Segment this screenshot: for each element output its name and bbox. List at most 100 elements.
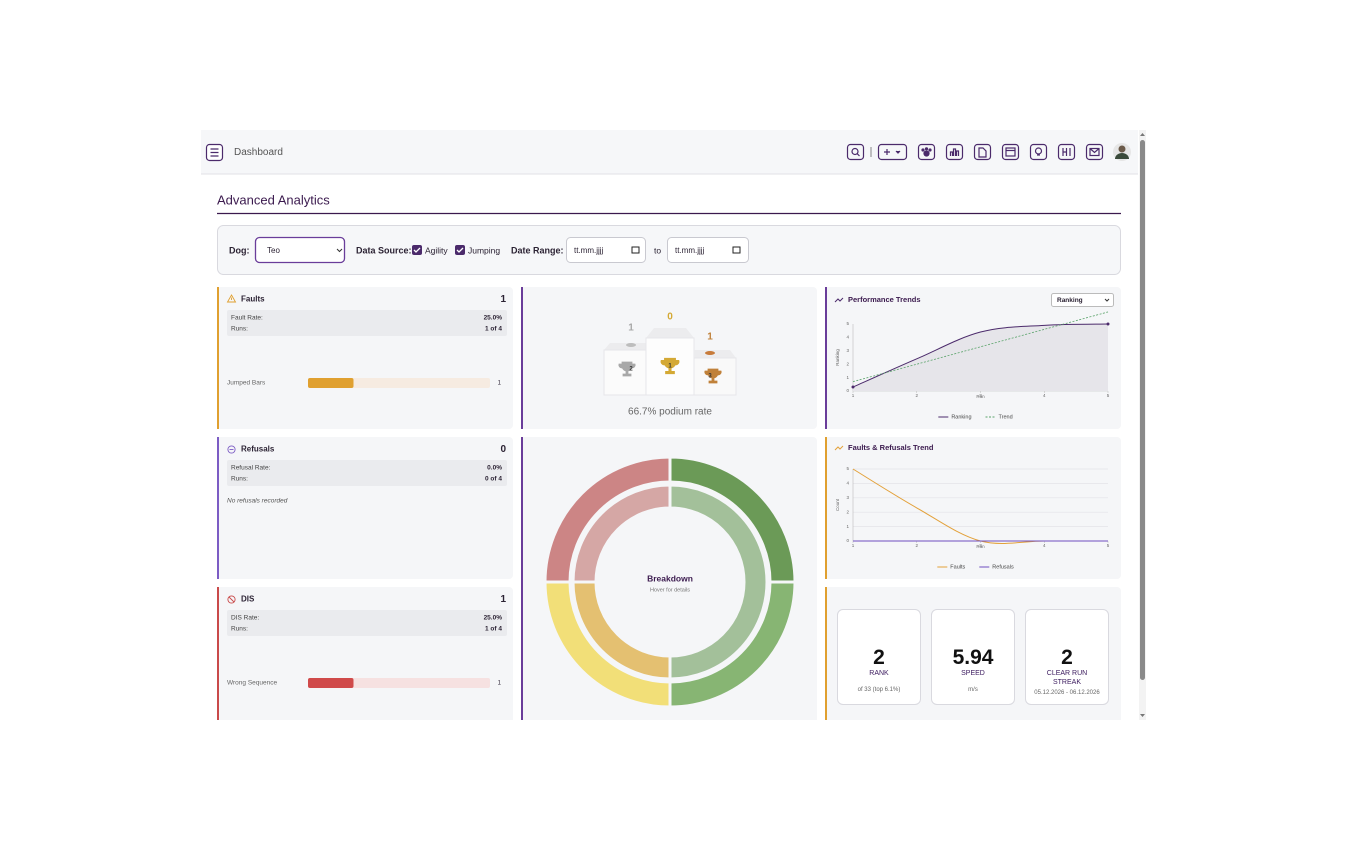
dog-button[interactable] (917, 143, 936, 161)
y-tick-label: 5 (846, 321, 849, 326)
donut-title: Breakdown (647, 573, 693, 583)
stat-card: 2 RANK of 33 (top 6.1%) (837, 609, 921, 705)
y-tick-label: 1 (846, 375, 849, 380)
y-tick-label: 2 (846, 361, 849, 366)
to-date-value: tt.mm.jjjj (675, 246, 705, 255)
donut-segment[interactable] (543, 455, 672, 584)
x-tick-label: 5 (1107, 393, 1110, 398)
stats-button[interactable] (945, 143, 964, 161)
podium-place: 2 (629, 367, 633, 373)
chart-title: Faults & Refusals Trend (848, 443, 934, 452)
scrollbar[interactable] (1139, 130, 1146, 720)
rate-label: Fault Rate: (231, 315, 263, 322)
mail-button[interactable] (1085, 143, 1104, 161)
dog-select-value: Teo (267, 246, 280, 255)
x-tick-label: 3 (979, 393, 982, 398)
range-label: Date Range: (511, 245, 564, 255)
y-axis-label: Ranking (835, 349, 840, 366)
menu-button[interactable] (205, 143, 224, 162)
agility-checkbox[interactable] (412, 245, 422, 255)
x-tick-label: 4 (1043, 393, 1046, 398)
docs-button[interactable] (973, 143, 992, 161)
podium-count: 1 (707, 332, 713, 343)
dog-label: Dog: (229, 245, 250, 255)
podium-count: 0 (667, 312, 673, 323)
card-count: 1 (500, 594, 506, 605)
stat-value: 5.94 (952, 646, 994, 669)
podium-place: 1 (668, 364, 672, 370)
legend-label: Refusals (992, 564, 1014, 570)
ideas-button[interactable] (1029, 143, 1048, 161)
card-title: DIS (241, 595, 255, 604)
bar-label: Jumped Bars (227, 380, 266, 387)
stat-sub: m/s (968, 687, 978, 693)
metric-select[interactable] (1051, 293, 1114, 307)
legend: Faults Refusals (937, 564, 1014, 570)
select-caret (1104, 298, 1110, 302)
search-button[interactable] (846, 143, 865, 161)
dis-icon (227, 595, 236, 604)
paw-button[interactable] (1057, 143, 1076, 161)
dog-select[interactable]: Teo (254, 236, 346, 264)
x-axis-label: Run (976, 394, 985, 399)
y-tick-label: 1 (846, 524, 849, 529)
y-axis-label: Count (835, 498, 840, 511)
calendar-button[interactable] (1001, 143, 1020, 161)
podium-count: 1 (628, 323, 634, 334)
jumping-label: Jumping (468, 245, 500, 255)
card-stats-box (227, 310, 507, 336)
legend: Ranking Trend (938, 414, 1013, 420)
avatar[interactable] (1113, 143, 1131, 161)
card-title: Refusals (241, 445, 275, 454)
page-title: Advanced Analytics (217, 192, 330, 207)
stat-card: 5.94 SPEED m/s (931, 609, 1015, 705)
jumping-checkbox[interactable] (455, 245, 465, 255)
to-label: to (654, 245, 661, 255)
chart-icon (834, 445, 844, 451)
y-tick-label: 4 (846, 481, 849, 486)
from-date[interactable]: tt.mm.jjjj (566, 237, 646, 263)
card-stats-box (227, 610, 507, 636)
podium (603, 328, 737, 396)
card-count: 0 (500, 444, 506, 455)
legend-label: Ranking (951, 414, 971, 420)
stat-label: RANK (869, 670, 889, 677)
podium-place: 3 (708, 374, 712, 380)
rate-label: DIS Rate: (231, 615, 259, 622)
runs-label: Runs: (231, 626, 248, 633)
bar-value: 1 (498, 681, 502, 687)
area (853, 324, 1108, 391)
stat-label: SPEED (961, 670, 985, 677)
x-tick-label: 4 (1043, 543, 1046, 548)
point (851, 385, 855, 389)
top-bar (201, 130, 1138, 174)
legend-label: Trend (999, 414, 1013, 420)
refusal-icon (227, 445, 236, 454)
x-tick-label: 3 (979, 543, 982, 548)
stat-label: CLEAR RUN STREAK (1046, 670, 1088, 686)
bar (308, 678, 354, 688)
stat-value: 2 (1061, 646, 1073, 669)
source-label: Data Source: (356, 245, 412, 255)
empty-note: No refusals recorded (227, 498, 288, 505)
rate-label: Refusal Rate: (231, 465, 271, 472)
bar (308, 378, 354, 388)
donut-segment[interactable] (668, 483, 769, 681)
card-stats-box (227, 460, 507, 486)
breadcrumb: Dashboard (234, 147, 283, 158)
runs-value: 1 of 4 (485, 326, 502, 333)
x-axis-label: Run (976, 544, 985, 549)
runs-label: Runs: (231, 326, 248, 333)
y-tick-label: 3 (846, 348, 849, 353)
stat-sub: of 33 (top 6.1%) (857, 687, 901, 693)
legend-label: Faults (950, 564, 965, 570)
bar-label: Wrong Sequence (227, 680, 277, 687)
donut-segment[interactable] (571, 483, 672, 584)
add-button[interactable] (877, 143, 908, 161)
point (1106, 322, 1110, 326)
y-tick-label: 2 (846, 509, 849, 514)
y-tick-label: 4 (846, 335, 849, 340)
x-tick-label: 2 (915, 543, 918, 548)
to-date[interactable]: tt.mm.jjjj (667, 237, 749, 263)
bar-value: 1 (498, 381, 502, 387)
